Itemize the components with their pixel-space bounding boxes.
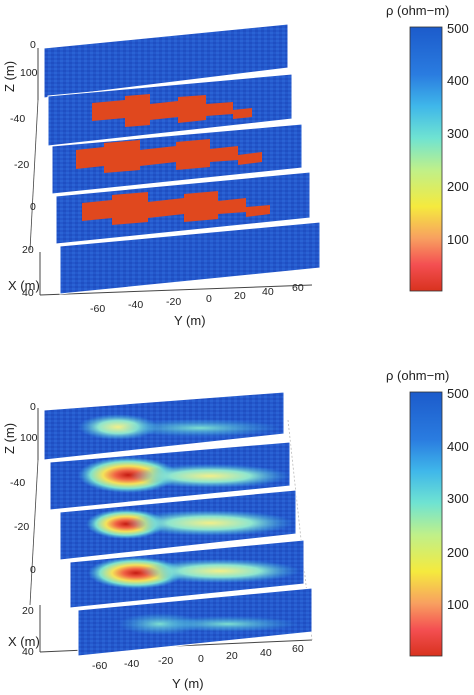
z-tick-100: 100	[20, 432, 38, 444]
anomaly-slice-3	[76, 139, 262, 173]
z-tick-0: 0	[30, 401, 36, 413]
cb-tick-500: 500	[447, 21, 469, 36]
cb-tick-200: 200	[447, 545, 469, 560]
y-tick-40: 40	[260, 647, 272, 659]
slice-5	[59, 221, 321, 295]
y-tick-40: 40	[262, 286, 274, 298]
x-tick--20: -20	[14, 521, 29, 533]
plume-slice-3	[86, 509, 294, 539]
x-tick-20: 20	[22, 244, 34, 256]
y-tick--20: -20	[166, 296, 181, 308]
x-tick-20: 20	[22, 605, 34, 617]
panel-inverted-model: 0 100 Z (m) -40 -20 0 20 40 X (m) -60 -4…	[2, 391, 313, 691]
x-tick-40: 40	[22, 646, 34, 658]
y-tick--20: -20	[158, 655, 173, 667]
colorbar-title: ρ (ohm−m)	[386, 3, 449, 18]
colorbar-top: ρ (ohm−m) 500 400 300 200 100	[386, 3, 469, 292]
x-axis-label: X (m)	[8, 278, 40, 293]
y-tick--40: -40	[124, 658, 139, 670]
panel-true-model: 0 100 Z (m) -40 -20 0 20 40 X (m) -60 -4…	[2, 23, 321, 328]
x-axis-label: X (m)	[8, 634, 40, 649]
x-tick--20: -20	[14, 159, 29, 171]
colorbar-bottom: ρ (ohm−m) 500 400 300 200 100	[386, 368, 469, 657]
z-tick-100: 100	[20, 67, 38, 79]
z-axis-label: Z (m)	[2, 423, 17, 454]
y-axis-label: Y (m)	[172, 676, 204, 691]
anomaly-slice-4	[82, 191, 270, 225]
cb-tick-400: 400	[447, 73, 469, 88]
plume-slice-4	[88, 557, 300, 589]
cb-tick-300: 300	[447, 126, 469, 141]
y-ticks: -60 -40 -20 0 20 40 60	[92, 643, 304, 672]
anomaly-slice-2	[92, 94, 252, 127]
cb-tick-300: 300	[447, 491, 469, 506]
y-tick-20: 20	[226, 650, 238, 662]
x-tick--40: -40	[10, 113, 25, 125]
y-tick-60: 60	[292, 282, 304, 294]
y-tick-0: 0	[206, 293, 212, 305]
y-ticks: -60 -40 -20 0 20 40 60	[90, 282, 304, 315]
plume-slice-2	[78, 457, 290, 493]
y-tick-60: 60	[292, 643, 304, 655]
x-tick-40: 40	[22, 287, 34, 299]
y-tick--60: -60	[92, 660, 107, 672]
plume-slice-5	[118, 613, 298, 635]
slice-1	[43, 23, 289, 99]
cb-tick-400: 400	[447, 439, 469, 454]
y-axis-label: Y (m)	[174, 313, 206, 328]
y-tick--60: -60	[90, 303, 105, 315]
y-tick-0: 0	[198, 653, 204, 665]
x-tick--40: -40	[10, 477, 25, 489]
y-tick-20: 20	[234, 290, 246, 302]
y-tick--40: -40	[128, 299, 143, 311]
colorbar-title: ρ (ohm−m)	[386, 368, 449, 383]
cb-tick-200: 200	[447, 179, 469, 194]
z-axis-label: Z (m)	[2, 61, 17, 92]
cb-tick-100: 100	[447, 232, 469, 247]
x-tick-0: 0	[30, 564, 36, 576]
cb-tick-100: 100	[447, 597, 469, 612]
cb-tick-500: 500	[447, 386, 469, 401]
x-tick-0: 0	[30, 201, 36, 213]
z-tick-0: 0	[30, 39, 36, 51]
plume-slice-1	[78, 414, 280, 440]
